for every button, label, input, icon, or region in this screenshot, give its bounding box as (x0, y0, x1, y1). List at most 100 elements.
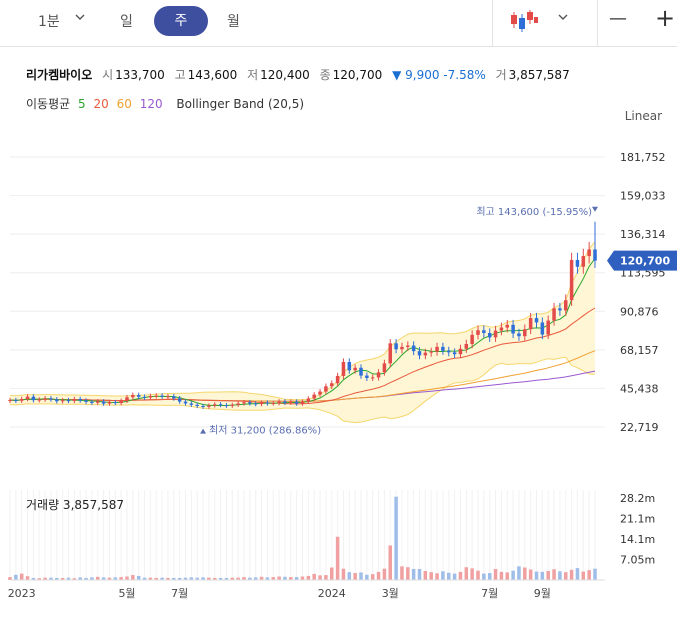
volume-bar (43, 577, 47, 580)
candle (528, 318, 533, 330)
high-label: 고 (174, 68, 186, 82)
volume-bar (312, 573, 316, 580)
volume-bar (131, 575, 135, 580)
x-tick-label: 5월 (118, 587, 135, 600)
volume-bar (534, 571, 539, 580)
x-tick-label: 2024 (318, 587, 346, 600)
volume-bar (388, 545, 393, 580)
volume-bar (95, 576, 100, 580)
chevron-down-icon[interactable] (558, 12, 568, 22)
change-value: ▼ 9,900 -7.58% (392, 68, 486, 82)
interval-monthly-button[interactable]: 월 (227, 14, 240, 30)
candle (142, 396, 147, 398)
volume-bar (19, 573, 24, 580)
scale-mode-selector[interactable]: Linear (624, 109, 662, 123)
indicator-legend[interactable]: 이동평균 5 20 60 120 Bollinger Band (20,5) (26, 95, 308, 112)
candle (499, 327, 504, 331)
volume-bar (283, 576, 287, 580)
zoom-out-button[interactable]: — (609, 8, 627, 29)
volume-bar (523, 567, 527, 580)
volume-bar (318, 575, 322, 580)
volume-bar (552, 569, 556, 580)
max-marker-icon (592, 206, 598, 212)
candle (558, 308, 562, 311)
low-label: 저 (247, 68, 259, 82)
y-tick-label: 90,876 (620, 305, 659, 318)
x-tick-label: 3월 (382, 587, 399, 600)
volume-bar (78, 577, 82, 580)
candle (212, 404, 217, 406)
zoom-in-button[interactable]: + (655, 4, 676, 32)
candle (370, 377, 375, 379)
volume-bar (31, 577, 36, 580)
open-label: 시 (102, 68, 114, 82)
volume-bar (201, 577, 205, 580)
volume-bar (563, 572, 568, 580)
volume-bar (411, 568, 416, 580)
price-chart[interactable]: 181,752159,033136,314113,59590,87668,157… (0, 130, 677, 480)
candle (160, 395, 164, 397)
volume-bar (119, 577, 123, 580)
ma-20-label: 20 (93, 97, 109, 111)
candle (482, 330, 486, 333)
volume-chart[interactable]: 거래량 3,857,587 28.2m 21.1m 14.1m 7.05m 2023 5월 7… (0, 490, 677, 625)
volume-bar (84, 577, 88, 580)
volume-bar (406, 567, 410, 580)
candle (359, 367, 363, 376)
volume-bar (259, 576, 264, 580)
candle (411, 345, 416, 352)
candle (423, 352, 428, 356)
candle (505, 324, 510, 328)
volume-bar (517, 566, 521, 580)
volume-bar (189, 577, 194, 580)
volume-bar (230, 577, 235, 580)
candle (587, 249, 591, 257)
candle (406, 345, 410, 347)
ma-120-label: 120 (139, 97, 163, 111)
volume-bar (511, 570, 515, 580)
candle (72, 399, 77, 401)
candle (452, 352, 457, 355)
volume-tick-label: 28.2m (620, 492, 655, 505)
candle (90, 401, 94, 403)
candle (31, 396, 36, 401)
x-tick-label: 9월 (534, 587, 551, 600)
volume-bar (482, 573, 486, 580)
volume-bar (435, 573, 439, 580)
volume-bar (224, 577, 229, 580)
candle (441, 346, 445, 351)
candle (271, 403, 276, 405)
volume-bar (394, 496, 398, 580)
candle (476, 330, 480, 335)
volume-bar (195, 577, 199, 580)
candle (66, 400, 71, 402)
candle (417, 351, 422, 356)
high-value: 143,600 (187, 68, 238, 82)
bollinger-lower-line (9, 356, 596, 424)
candle (300, 401, 305, 404)
candle (540, 322, 545, 335)
candle (487, 332, 492, 338)
candle (581, 256, 586, 267)
volume-bar (49, 577, 53, 580)
interval-daily-button[interactable]: 일 (120, 14, 133, 30)
volume-bar (446, 572, 451, 580)
interval-1min-button[interactable]: 1분 (38, 14, 60, 30)
candlestick-type-icon[interactable] (510, 8, 538, 34)
volume-bar (341, 568, 346, 580)
candle (207, 405, 211, 407)
candle (37, 399, 42, 401)
candle (224, 405, 229, 407)
low-value: 120,400 (260, 68, 310, 82)
volume-bar (183, 577, 188, 580)
volume-bar (359, 572, 363, 580)
max-price-annotation: 최고 143,600 (-15.95%) (476, 206, 592, 218)
volume-bar (101, 577, 106, 580)
candle (546, 320, 550, 335)
interval-weekly-button[interactable]: 주 (154, 6, 208, 36)
chevron-down-icon[interactable] (75, 12, 85, 22)
y-tick-label: 22,719 (620, 421, 659, 434)
min-marker-icon (200, 428, 207, 434)
candle (289, 401, 293, 403)
x-tick-label: 7월 (171, 587, 188, 600)
